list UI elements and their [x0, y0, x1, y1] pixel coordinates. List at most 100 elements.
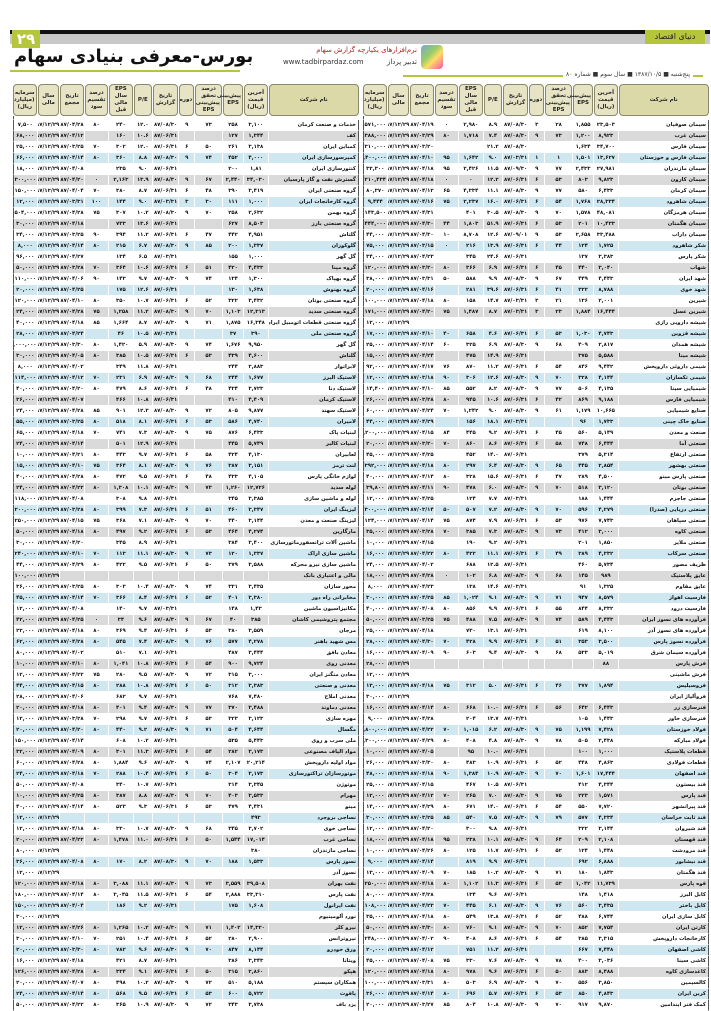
fiscal-year-cell: ۸۷/۱۲/۲۹	[387, 164, 410, 175]
eps-realization-pct-cell: ۷۴	[195, 153, 223, 164]
report-date-cell: ۸۷/۰۶/۳۱	[503, 758, 529, 769]
prior-eps-cell: ۶۵۸	[459, 329, 483, 340]
pe-ratio-cell: ۱۰.۲	[133, 736, 153, 747]
eps-realization-pct-cell: ۸۵	[195, 241, 223, 252]
period-cell	[179, 780, 195, 791]
fiscal-year-cell: ۸۷/۱۲/۲۹	[37, 362, 60, 373]
eps-realization-pct-cell: ۷۳	[195, 879, 223, 890]
prior-eps-cell: ۲۸۱	[459, 285, 483, 296]
company-name-cell: نساجی غرب	[268, 835, 359, 846]
fiscal-year-cell: ۸۷/۱۲/۲۹	[37, 670, 60, 681]
dividend-pct-cell	[434, 890, 459, 901]
dividend-pct-cell: ۹۰	[434, 648, 459, 659]
agm-date-cell: ۸۷/۰۴/۱۸	[410, 164, 434, 175]
prior-eps-cell: ۵۱۰	[109, 648, 133, 659]
report-date-cell: ۸۷/۰۸/۳۰	[153, 945, 179, 956]
fiscal-year-cell: ۸۷/۱۲/۲۹	[37, 945, 60, 956]
pe-ratio-cell: ۱۲.۹	[133, 439, 153, 450]
capital-cell: ۴۰,۰۰۰	[363, 604, 387, 615]
last-price-cell: ۱۶,۴۴۴	[594, 307, 618, 318]
last-price-cell: ۱,۶۳۸	[244, 285, 268, 296]
agm-date-cell: ۸۷/۰۴/۲۱	[60, 450, 84, 461]
capital-cell: ۳۶,۰۰۰	[13, 857, 37, 868]
pe-ratio-cell	[483, 670, 503, 681]
agm-date-cell: ۸۷/۰۴/۱۵	[410, 428, 434, 439]
pe-ratio-cell: ۷.۹	[483, 516, 503, 527]
capital-cell: ۳۸,۰۰۰	[363, 274, 387, 285]
period-cell: ۶	[529, 175, 545, 186]
last-price-cell: ۴,۸۶۳	[594, 758, 618, 769]
software-logo-icon	[421, 45, 443, 69]
eps-realization-pct-cell	[545, 670, 573, 681]
agm-date-cell: ۸۷/۰۴/۱۸	[410, 912, 434, 923]
period-cell: ۶	[529, 439, 545, 450]
capital-cell: ۲۴,۰۰۰	[13, 307, 37, 318]
dividend-pct-cell: ۷۶	[434, 362, 459, 373]
agm-date-cell: ۸۷/۰۴/۰۹	[410, 868, 434, 879]
prior-eps-cell: ۲۴۰	[109, 120, 133, 131]
dividend-pct-cell	[84, 736, 109, 747]
last-price-cell: ۱,۸۴۳	[594, 868, 618, 879]
prior-eps-cell: ۶۸۸	[459, 560, 483, 571]
table-row: سیمان مازندران ۲۷,۹۸۱ ۲,۴۳۳ ۷۷ ۹ ۸۷/۰۹/۳۰ ۱۱.۵…	[363, 164, 709, 175]
eps-realization-pct-cell: ۵۴	[195, 659, 223, 670]
dividend-pct-cell: ۸۰	[84, 725, 109, 736]
period-cell	[529, 351, 545, 362]
capital-cell: ۳۶,۰۰۰	[363, 989, 387, 1000]
company-name-cell: عایق مقاوم	[618, 582, 709, 593]
table-row: گلناش ۴,۶۰۰ ۴۳۹ ۵۳ ۶ ۸۷/۰۶/۳۱ ۱۰.۵ ۳۸۵ ۸۰ ۸۷/۰۴/۰…	[13, 351, 359, 362]
company-name-cell: ظریف مصور	[618, 560, 709, 571]
company-name-cell: نیرو کلر	[268, 923, 359, 934]
fiscal-year-cell: ۸۷/۱۲/۲۹	[387, 813, 410, 824]
fiscal-year-cell: ۸۷/۱۲/۲۹	[37, 351, 60, 362]
stock-table-right: نام شرکت آخرین قیمت (ریال) پیش‌بینی EPS درص…	[362, 84, 710, 1011]
company-name-cell: شیمی تکسازان	[618, 373, 709, 384]
report-date-cell	[153, 912, 179, 923]
agm-date-cell	[60, 813, 84, 824]
company-name-cell: شیمیایی فارس	[618, 395, 709, 406]
company-name-cell: لیزینگ ایران	[268, 505, 359, 516]
company-name-cell: کمپرسورسازی ایران	[268, 153, 359, 164]
last-price-cell: ۱۷,۴۴۴	[594, 769, 618, 780]
agm-date-cell: ۸۷/۰۴/۱۰	[60, 461, 84, 472]
eps-forecast-cell: ۵۰۴	[223, 725, 244, 736]
company-name-cell: قند ثابت خراسان	[618, 813, 709, 824]
eps-forecast-cell: ۱,۱۷۹	[573, 406, 594, 417]
capital-cell: ۸۰,۰۰۰	[363, 890, 387, 901]
dividend-pct-cell	[434, 252, 459, 263]
pe-ratio-cell: ۸.۶	[483, 934, 503, 945]
prior-eps-cell: ۲۹۸	[109, 714, 133, 725]
capital-cell: ۳۰,۰۰۰	[13, 934, 37, 945]
company-name-cell: فرآورده های نسوز ایران	[618, 615, 709, 626]
agm-date-cell: ۸۷/۰۳/۳۱	[60, 197, 84, 208]
dividend-pct-cell: ۰	[434, 571, 459, 582]
company-name-cell: نفت بهران	[268, 879, 359, 890]
last-price-cell: ۵,۰۱۹	[594, 648, 618, 659]
company-name-cell: سیمان هگمتان	[618, 219, 709, 230]
company-name-cell: مهرام	[268, 791, 359, 802]
fiscal-year-cell: ۸۷/۱۲/۲۹	[37, 142, 60, 153]
prior-eps-cell: ۴۴۵	[459, 428, 483, 439]
eps-realization-pct-cell: ۵۰	[545, 967, 573, 978]
dividend-pct-cell: ۸۵	[434, 384, 459, 395]
agm-date-cell: ۸۷/۰۴/۱۵	[410, 538, 434, 549]
report-date-cell: ۸۷/۰۸/۳۰	[153, 461, 179, 472]
column-header-fiscal-year: سال مالی	[387, 84, 410, 116]
table-row: کمپرسورسازی ایران ۴,۰۰۰ ۴۵۲ ۷۴ ۹ ۸۷/۰۸/۳۰ ۸.۸ ۳…	[13, 153, 359, 164]
report-date-cell: ۸۷/۰۶/۳۱	[503, 395, 529, 406]
period-cell: ۶	[529, 285, 545, 296]
table-row: قطعات پلاستیک ۱,۰۰۰ ۱۰۰ ۸۷/۰۶/۳۱ ۱۰.۰ ۹۵ ۸۷/۰۴…	[363, 747, 709, 758]
period-cell: ۹	[529, 648, 545, 659]
eps-realization-pct-cell: ۴۸	[195, 472, 223, 483]
agm-date-cell: ۸۷/۰۴/۱۰	[60, 549, 84, 560]
dividend-pct-cell	[434, 538, 459, 549]
eps-realization-pct-cell	[545, 780, 573, 791]
report-date-cell: ۸۷/۰۳/۳۱	[503, 417, 529, 428]
fiscal-year-cell: ۸۷/۱۲/۲۹	[37, 835, 60, 846]
dividend-pct-cell: ۸۰	[84, 857, 109, 868]
capital-cell: ۱۰,۰۰۰	[13, 791, 37, 802]
agm-date-cell: ۸۷/۰۳/۲۹	[410, 131, 434, 142]
prior-eps-cell: ۷۵۱	[459, 945, 483, 956]
company-name-cell: لاستیک دنا	[268, 384, 359, 395]
eps-realization-pct-cell: ۷۷	[195, 703, 223, 714]
